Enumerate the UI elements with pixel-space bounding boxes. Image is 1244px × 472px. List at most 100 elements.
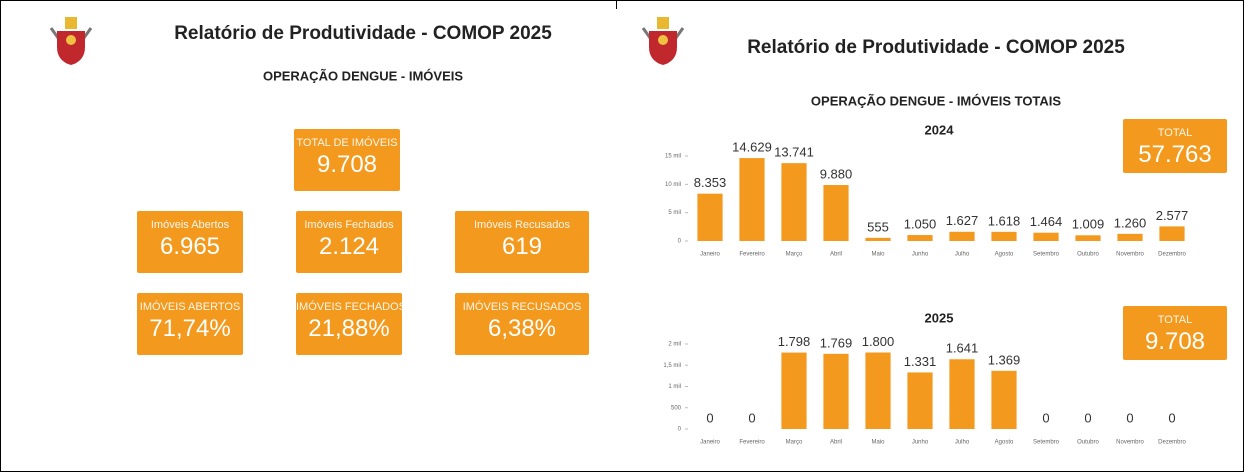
bar [949, 231, 975, 241]
value-label: 1.798 [778, 334, 811, 349]
bar [991, 370, 1017, 429]
bar [1117, 233, 1143, 241]
value-label: 1.369 [988, 352, 1021, 367]
value-label: 2.577 [1156, 208, 1189, 223]
y-tick-label: 500 [671, 405, 682, 411]
card-value: 619 [501, 233, 543, 260]
card-label: IMÓVEIS RECUSADOS [462, 301, 582, 313]
y-tick-label: 15 mil [665, 154, 681, 160]
x-tick-label: Fevereiro [739, 252, 765, 258]
title: Relatório de Produtividade - COMOP 2025 [174, 23, 552, 44]
bar [823, 185, 849, 241]
kpi-card: Imóveis Fechados 2.124 [296, 211, 402, 273]
x-tick-label: Maio [871, 440, 885, 446]
value-label: 0 [1168, 410, 1175, 425]
kpi-card: TOTAL 9.708 [1123, 306, 1227, 360]
value-label: 14.629 [732, 140, 772, 155]
x-tick-label: Outubro [1077, 252, 1099, 258]
x-tick-label: Novembro [1116, 440, 1144, 446]
x-tick-label: Março [786, 252, 803, 258]
y-tick-label: 10 mil [665, 182, 681, 188]
card-value: 71,74% [149, 315, 231, 342]
bar [865, 352, 891, 429]
x-tick-label: Junho [912, 440, 929, 446]
card-value: 6.965 [159, 233, 221, 260]
value-label: 1.331 [904, 354, 937, 369]
x-tick-label: Março [786, 440, 803, 446]
bar [1075, 235, 1101, 241]
bar [781, 163, 807, 241]
x-tick-label: Dezembro [1158, 252, 1186, 258]
subtitle: OPERAÇÃO DENGUE - IMÓVEIS [263, 68, 463, 83]
logo [641, 17, 685, 65]
x-tick-label: Abril [830, 252, 842, 258]
bar [949, 359, 975, 429]
value-label: 0 [1084, 410, 1091, 425]
chart-title: 2025 [925, 310, 954, 325]
x-tick-label: Janeiro [700, 440, 720, 446]
card-value: 2.124 [318, 233, 380, 260]
value-label: 0 [1042, 410, 1049, 425]
x-tick-label: Agosto [995, 440, 1014, 446]
value-label: 8.353 [694, 175, 727, 190]
card-label: TOTAL [1157, 314, 1193, 326]
value-label: 1.050 [904, 216, 937, 231]
bar [823, 353, 849, 429]
bar [781, 352, 807, 429]
bar [907, 235, 933, 241]
value-label: 1.641 [946, 341, 979, 356]
kpi-card: Imóveis Recusados 619 [455, 211, 589, 273]
card-value: 6,38% [487, 315, 557, 342]
kpi-card: TOTAL DE IMÓVEIS 9.708 [294, 129, 400, 191]
x-tick-label: Setembro [1033, 252, 1060, 258]
x-tick-label: Fevereiro [739, 440, 765, 446]
kpi-card: IMÓVEIS ABERTOS 71,74% [137, 293, 243, 355]
y-tick-label: 1 mil [668, 384, 681, 390]
x-tick-label: Julho [955, 440, 970, 446]
card-label: Imóveis Abertos [150, 219, 230, 231]
kpi-card: Imóveis Abertos 6.965 [137, 211, 243, 273]
value-label: 1.800 [862, 334, 895, 349]
kpi-card: IMÓVEIS RECUSADOS 6,38% [455, 293, 589, 355]
bar [1159, 226, 1185, 241]
value-label: 1.009 [1072, 217, 1105, 232]
x-tick-label: Junho [912, 252, 929, 258]
chart-title: 2024 [925, 122, 955, 137]
card-label: Imóveis Recusados [474, 219, 570, 231]
x-tick-label: Novembro [1116, 252, 1144, 258]
divider [616, 1, 617, 9]
value-label: 555 [867, 219, 889, 234]
subtitle: OPERAÇÃO DENGUE - IMÓVEIS TOTAIS [811, 93, 1061, 108]
card-value: 9.708 [1144, 328, 1206, 355]
bar [907, 372, 933, 429]
value-label: 0 [748, 410, 755, 425]
card-label: Imóveis Fechados [304, 219, 394, 231]
kpi-card: IMÓVEIS FECHADOS 21,88% [296, 293, 406, 355]
bar [991, 231, 1017, 241]
bar [697, 193, 723, 241]
x-tick-label: Julho [955, 252, 970, 258]
x-tick-label: Agosto [995, 252, 1014, 258]
kpi-card: TOTAL 57.763 [1123, 119, 1227, 173]
title: Relatório de Produtividade - COMOP 2025 [747, 37, 1125, 58]
y-tick-label: 0 [678, 239, 682, 245]
value-label: 0 [706, 410, 713, 425]
x-tick-label: Maio [871, 252, 885, 258]
card-label: TOTAL [1157, 127, 1193, 139]
value-label: 1.464 [1030, 214, 1063, 229]
card-label: TOTAL DE IMÓVEIS [296, 137, 398, 149]
y-tick-label: 1,5 mil [663, 363, 681, 369]
value-label: 13.741 [774, 145, 814, 160]
bar [1033, 232, 1059, 241]
x-tick-label: Janeiro [700, 252, 720, 258]
value-label: 0 [1126, 410, 1133, 425]
y-tick-label: 5 mil [668, 210, 681, 216]
card-label: IMÓVEIS ABERTOS [139, 301, 241, 313]
x-tick-label: Setembro [1033, 440, 1060, 446]
logo [49, 17, 93, 65]
value-label: 1.769 [820, 335, 853, 350]
bar [865, 237, 891, 241]
x-tick-label: Abril [830, 440, 842, 446]
